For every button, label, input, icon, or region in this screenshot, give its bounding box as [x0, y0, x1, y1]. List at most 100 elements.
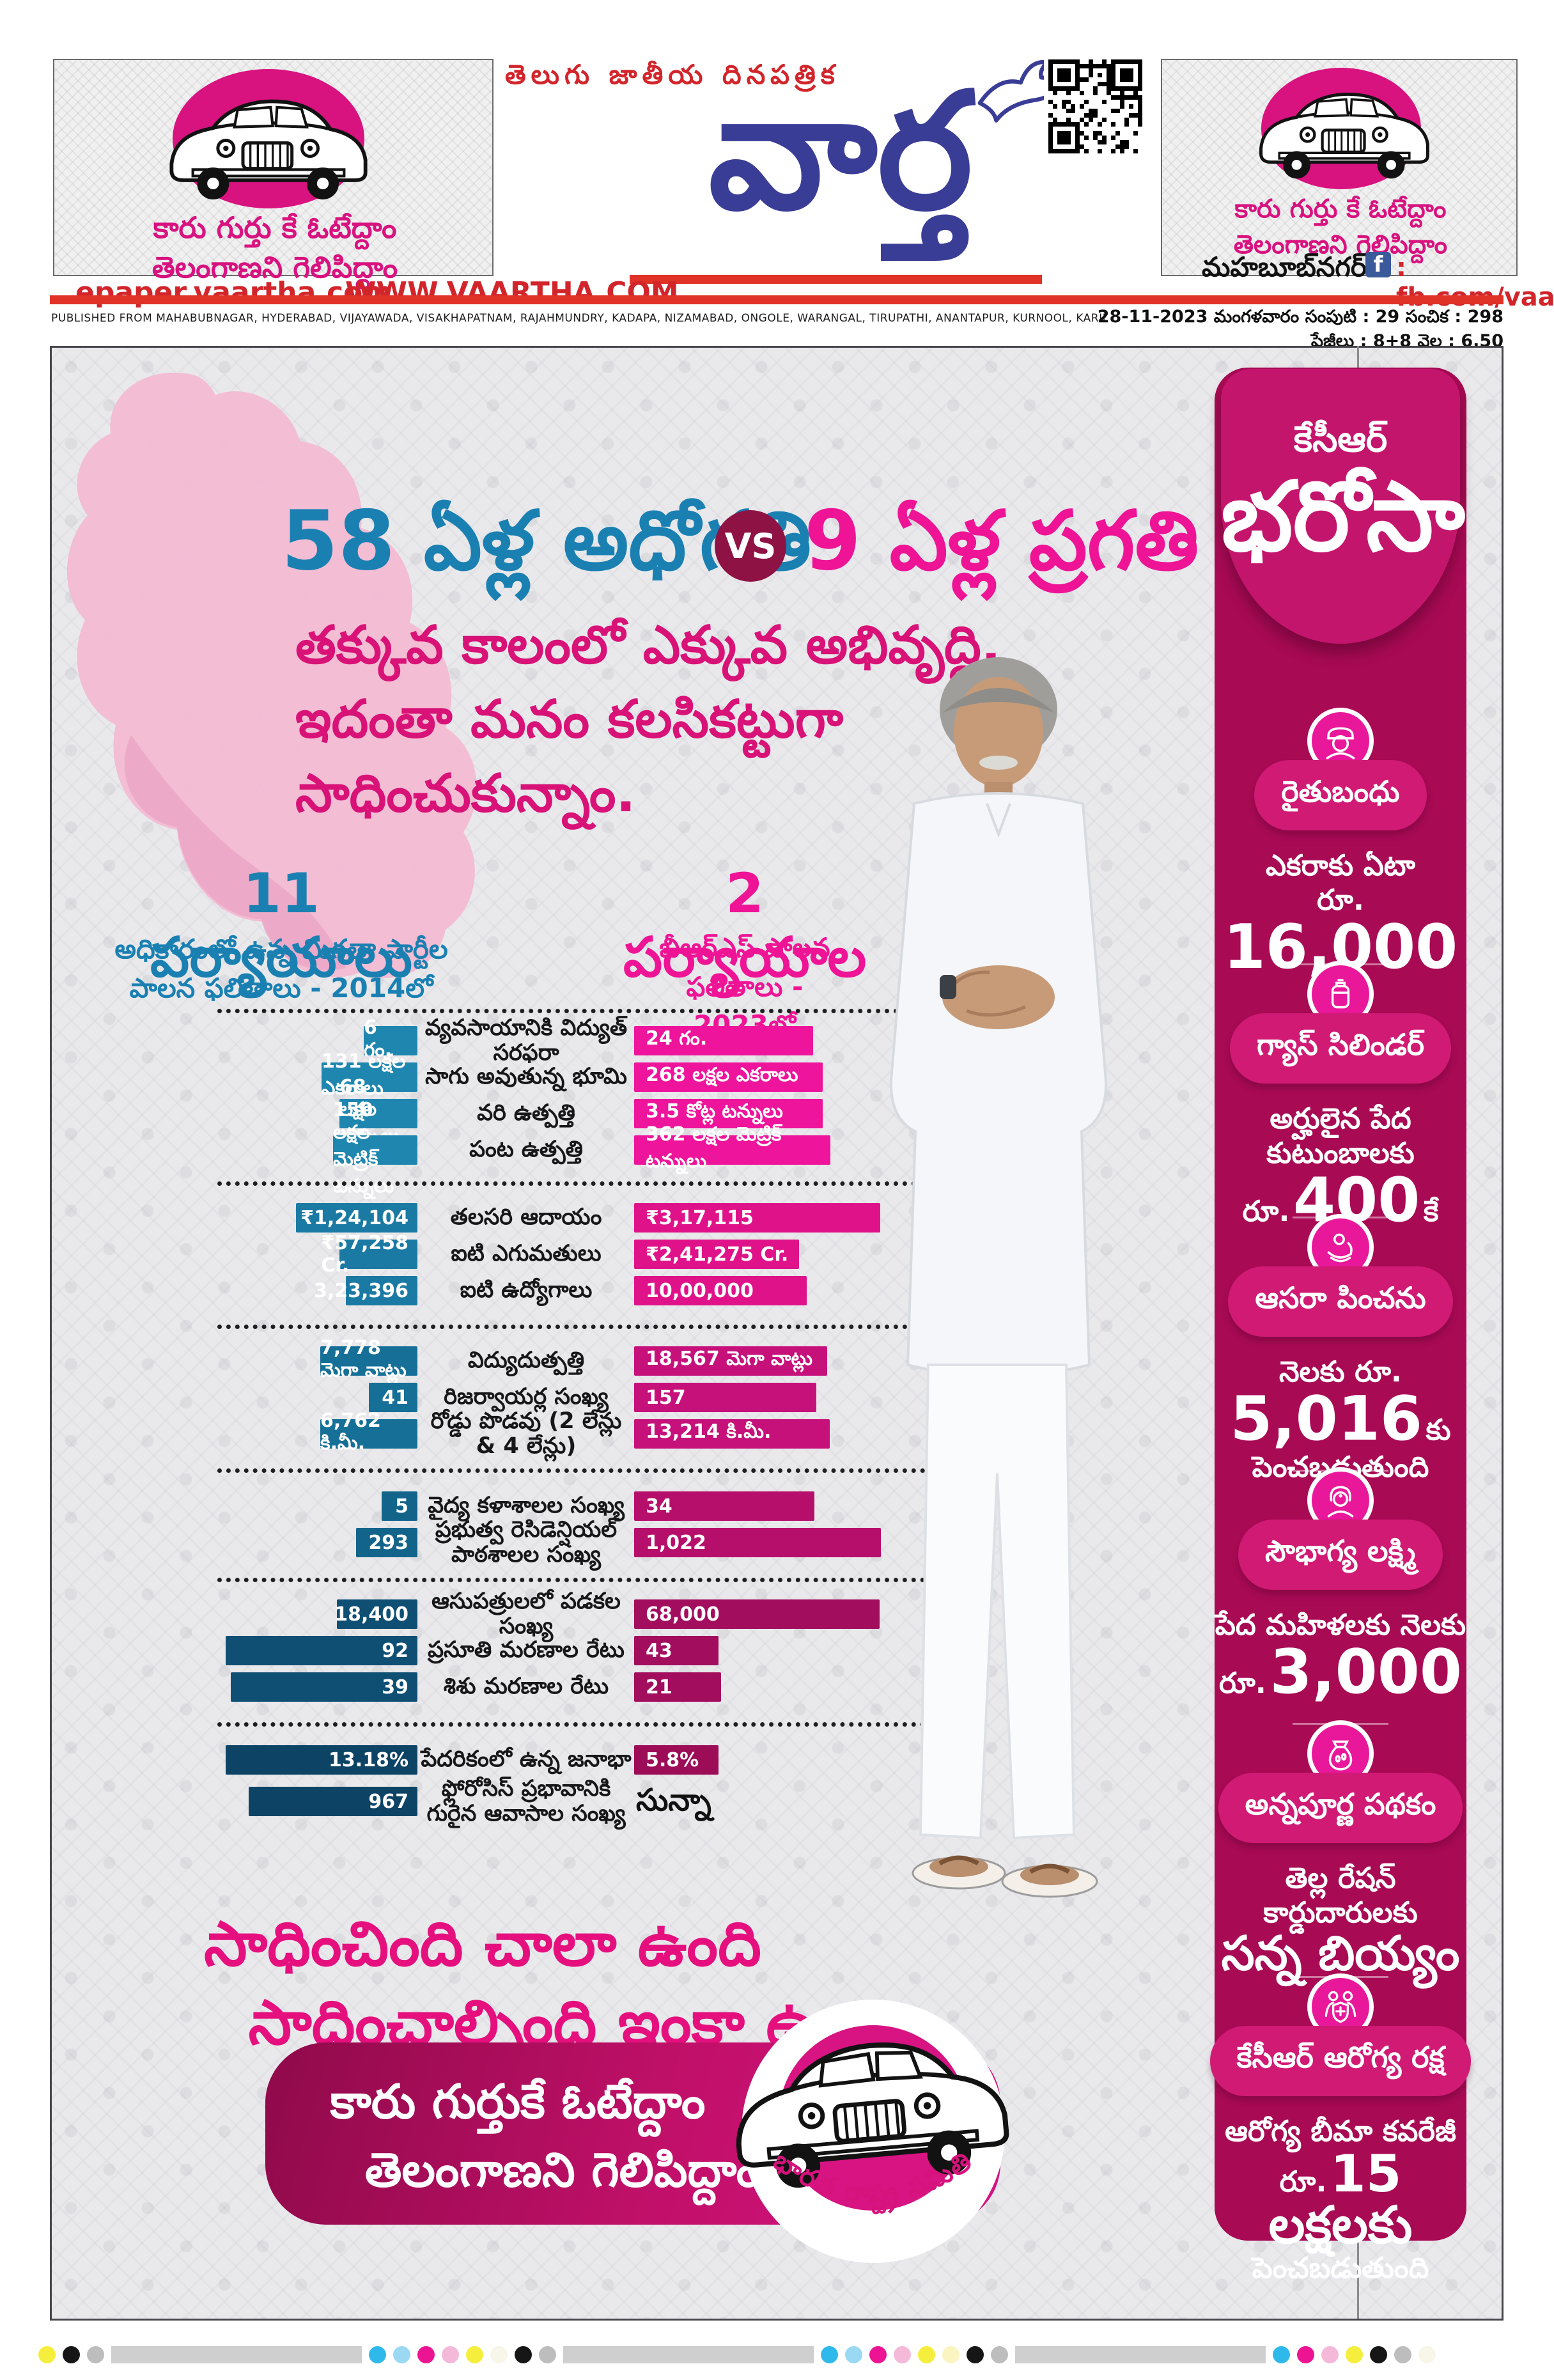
- kcr-photo: [889, 657, 1108, 1898]
- qr-module: [1066, 77, 1071, 82]
- qr-module: [1080, 118, 1084, 122]
- qr-module: [1107, 68, 1111, 73]
- qr-module: [1120, 86, 1124, 91]
- qr-module: [1057, 122, 1062, 127]
- qr-module: [1071, 59, 1075, 64]
- qr-module: [1066, 91, 1071, 95]
- right-column-title: 2 పర్యాయాల: [623, 862, 867, 990]
- qr-module: [1075, 131, 1080, 136]
- qr-module: [1124, 86, 1129, 91]
- calibration-dot: [894, 2346, 911, 2363]
- qr-module: [1098, 140, 1102, 144]
- qr-module: [1129, 86, 1133, 91]
- scheme-item-asara-pension: ఆసరా పించను నెలకు రూ. 5,016 కు పెంచబడుతు…: [1215, 1214, 1466, 1484]
- qr-module: [1098, 73, 1102, 77]
- calibration-dot: [466, 2346, 483, 2363]
- qr-module: [1048, 127, 1053, 131]
- qr-module: [1080, 64, 1084, 68]
- qr-module: [1062, 140, 1066, 144]
- calibration-dot: [845, 2346, 862, 2363]
- calibration-dot: [1418, 2346, 1436, 2363]
- qr-module: [1089, 109, 1093, 113]
- party-slogan-line1: కారు గుర్తు కే ఓటేద్దాం: [153, 210, 397, 245]
- subtitle-line1: తక్కువ కాలంలో ఎక్కువ అభివృద్ధి.: [295, 615, 1001, 676]
- qr-module: [1129, 77, 1133, 82]
- scheme-item-soubhagya-lakshmi: సౌభాగ్య లక్ష్మి పేద మహిళలకు నెలకు రూ. 3,…: [1215, 1467, 1466, 1703]
- qr-module: [1111, 59, 1115, 64]
- qr-module: [1102, 82, 1107, 86]
- facebook-icon[interactable]: f: [1365, 252, 1391, 277]
- masthead-tagline: తెలుగు జాతీయ దినపత్రిక: [505, 59, 840, 90]
- qr-module: [1066, 100, 1071, 104]
- calibration-dot: [1394, 2346, 1411, 2363]
- qr-module: [1057, 73, 1062, 77]
- qr-module: [1138, 59, 1142, 64]
- qr-module: [1111, 68, 1115, 73]
- qr-module: [1057, 68, 1062, 73]
- calibration-bar: [1015, 2346, 1266, 2363]
- party-name: భారత రాష్ట్ర సమితి: [768, 2145, 977, 2216]
- vs-badge: VS: [715, 510, 786, 582]
- qr-module: [1111, 77, 1115, 82]
- scheme-label: గ్యాస్ సిలిండర్: [1229, 1013, 1452, 1084]
- scheme-label: ఆసరా పించను: [1228, 1266, 1453, 1337]
- scheme-label: రైతుబంధు: [1254, 760, 1427, 830]
- qr-module: [1048, 64, 1053, 68]
- footer-slogan-line2: తెలంగాణని గెలిపిద్దాం: [364, 2143, 761, 2198]
- qr-module: [1048, 140, 1053, 144]
- qr-module: [1080, 77, 1084, 82]
- qr-module: [1111, 82, 1115, 86]
- qr-module: [1115, 86, 1120, 91]
- qr-module: [1066, 59, 1071, 64]
- qr-module: [1093, 131, 1098, 136]
- calibration-dot: [393, 2346, 410, 2363]
- qr-module: [1062, 68, 1066, 73]
- qr-module: [1120, 73, 1124, 77]
- qr-module: [1048, 68, 1053, 73]
- qr-module: [1075, 122, 1080, 127]
- sidebar-header-bubble: కేసీఆర్ భరోసా: [1221, 369, 1465, 644]
- car-symbol-icon: [1252, 74, 1437, 184]
- qr-module: [1093, 64, 1098, 68]
- qr-module: [1053, 122, 1057, 127]
- calibration-dot: [1273, 2346, 1290, 2363]
- calibration-dot: [63, 2346, 80, 2363]
- qr-module: [1129, 59, 1133, 64]
- qr-module: [1057, 136, 1062, 140]
- qr-code[interactable]: [1044, 55, 1147, 158]
- scheme-desc-amount: రూ. 15 లక్షలకు: [1268, 2144, 1413, 2255]
- qr-module: [1089, 59, 1093, 64]
- scheme-desc-amount: రూ. 3,000: [1219, 1637, 1462, 1707]
- qr-module: [1057, 59, 1062, 64]
- calibration-dot: [1370, 2346, 1387, 2363]
- qr-module: [1115, 95, 1120, 100]
- qr-module: [1084, 149, 1089, 153]
- calibration-dot: [490, 2346, 508, 2363]
- qr-module: [1138, 86, 1142, 91]
- qr-module: [1115, 59, 1120, 64]
- calibration-dot: [942, 2346, 960, 2363]
- calibration-dot: [991, 2346, 1008, 2363]
- qr-module: [1124, 95, 1129, 100]
- scheme-desc-line3: పెంచబడుతుంది: [1252, 2251, 1429, 2285]
- qr-module: [1138, 122, 1142, 127]
- qr-module: [1057, 140, 1062, 144]
- qr-module: [1057, 149, 1062, 153]
- qr-module: [1066, 68, 1071, 73]
- calibration-dot: [918, 2346, 935, 2363]
- qr-module: [1133, 91, 1138, 95]
- subtitle-line2: ఇదంతా మనం కలసికట్టుగా: [295, 689, 844, 750]
- qr-module: [1075, 64, 1080, 68]
- qr-module: [1098, 149, 1102, 153]
- qr-module: [1075, 73, 1080, 77]
- scheme-desc-amount: నెలకు రూ. 5,016 కు: [1230, 1355, 1451, 1454]
- headline-right: 9 ఏళ్ల ప్రగతి: [804, 494, 1199, 589]
- qr-module: [1075, 59, 1080, 64]
- scheme-desc-line1: పేద మహిళలకు నెలకు: [1215, 1608, 1466, 1642]
- qr-module: [1107, 86, 1111, 91]
- calibration-bar: [111, 2346, 362, 2363]
- qr-module: [1098, 64, 1102, 68]
- qr-module: [1066, 136, 1071, 140]
- header-rule: [50, 295, 1503, 304]
